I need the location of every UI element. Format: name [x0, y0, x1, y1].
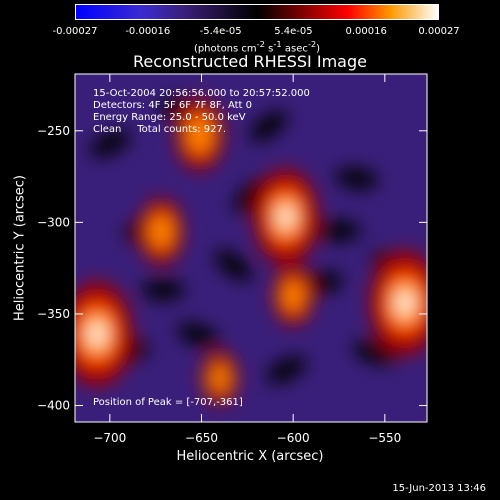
clean-counts-text: Clean Total counts: 927. — [93, 124, 227, 135]
heatmap-dark-region — [249, 110, 288, 142]
x-tick-label: −550 — [368, 431, 401, 445]
heatmap-dark-region — [334, 167, 379, 189]
time-range-text: 15-Oct-2004 20:56:56.000 to 20:57:52.000 — [93, 88, 310, 99]
colorbar-tick-label: 0.00016 — [345, 26, 387, 37]
heatmap-dark-region — [233, 178, 269, 213]
colorbar-tick-label: 5.4e-05 — [274, 26, 313, 37]
x-axis-label: Heliocentric X (arcsec) — [176, 449, 324, 464]
heatmap-source — [289, 289, 298, 302]
colorbar-tick-label: -0.00027 — [52, 26, 98, 37]
heatmap-dark-region — [177, 323, 220, 347]
chart-title: Reconstructed RHESSI Image — [133, 52, 367, 71]
peak-position-text: Position of Peak = [-707,-361] — [93, 397, 243, 408]
colorbar-units: (photons cm-2 s-1 asec-2) — [193, 39, 321, 55]
x-tick-label: −700 — [93, 431, 126, 445]
y-tick-label: −350 — [37, 307, 70, 321]
heatmap-dark-region — [90, 130, 131, 157]
y-tick-label: −300 — [37, 215, 70, 229]
heatmap-dark-region — [317, 220, 361, 241]
x-tick-label: −600 — [277, 431, 310, 445]
heatmap-dark-region — [141, 279, 185, 300]
colorbar-tick-label: 0.00027 — [418, 26, 460, 37]
heatmap-source — [216, 372, 224, 384]
heatmap-dark-region — [353, 340, 396, 365]
x-tick-label: −650 — [185, 431, 218, 445]
energy-range-text: Energy Range: 25.0 - 50.0 keV — [93, 112, 246, 123]
heatmap-dark-region — [266, 356, 307, 384]
heatmap-source — [89, 323, 105, 345]
heatmap-source — [156, 224, 166, 239]
colorbar — [75, 4, 439, 20]
y-tick-label: −400 — [37, 399, 70, 413]
heatmap-source — [194, 127, 205, 142]
plot-frame — [74, 73, 428, 423]
heatmap-dark-region — [214, 250, 253, 281]
colorbar-tick-label: -5.4e-05 — [199, 26, 242, 37]
heatmap-source — [397, 292, 413, 314]
detectors-text: Detectors: 4F 5F 6F 7F 8F, Att 0 — [93, 100, 253, 111]
timestamp: 15-Jun-2013 13:46 — [392, 483, 486, 494]
heatmap-source — [279, 206, 293, 227]
y-tick-label: −250 — [37, 124, 70, 138]
y-axis-label: Heliocentric Y (arcsec) — [12, 175, 28, 321]
colorbar-tick-label: -0.00016 — [125, 26, 171, 37]
